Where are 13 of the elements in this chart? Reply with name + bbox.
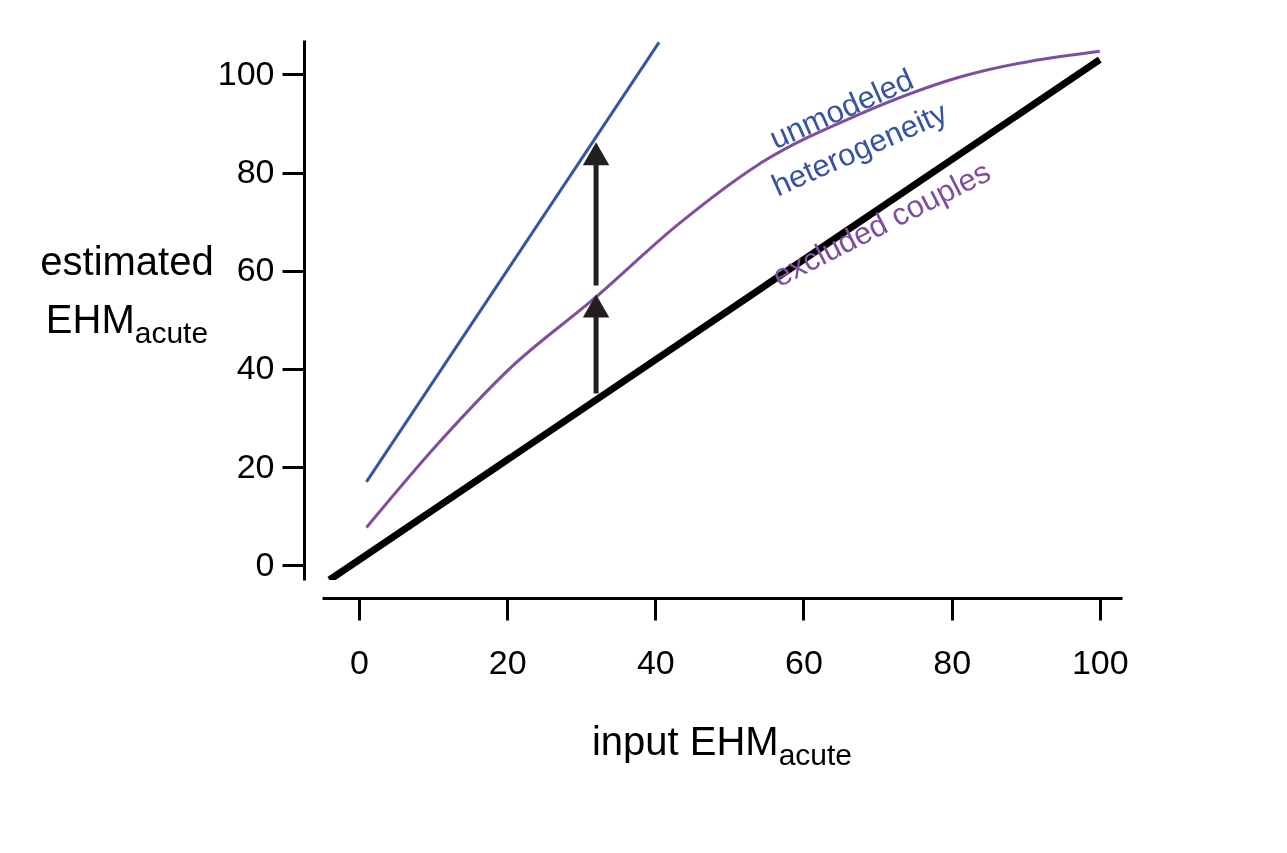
y-tick-label: 100 (217, 53, 275, 92)
x-tick-label: 40 (636, 642, 675, 681)
y-tick-label: 20 (236, 446, 275, 485)
y-tick-label: 0 (255, 544, 275, 583)
x-tick-label: 80 (933, 642, 972, 681)
line-series (364, 49, 1102, 529)
y-tick-label: 40 (236, 348, 275, 387)
x-tick-label: 100 (1071, 642, 1129, 681)
x-tick-label: 20 (488, 642, 527, 681)
y-tick-label: 60 (236, 250, 275, 289)
y-tick-label: 80 (236, 152, 275, 191)
x-tick-label: 60 (785, 642, 823, 681)
x-tick-label: 0 (350, 642, 369, 681)
